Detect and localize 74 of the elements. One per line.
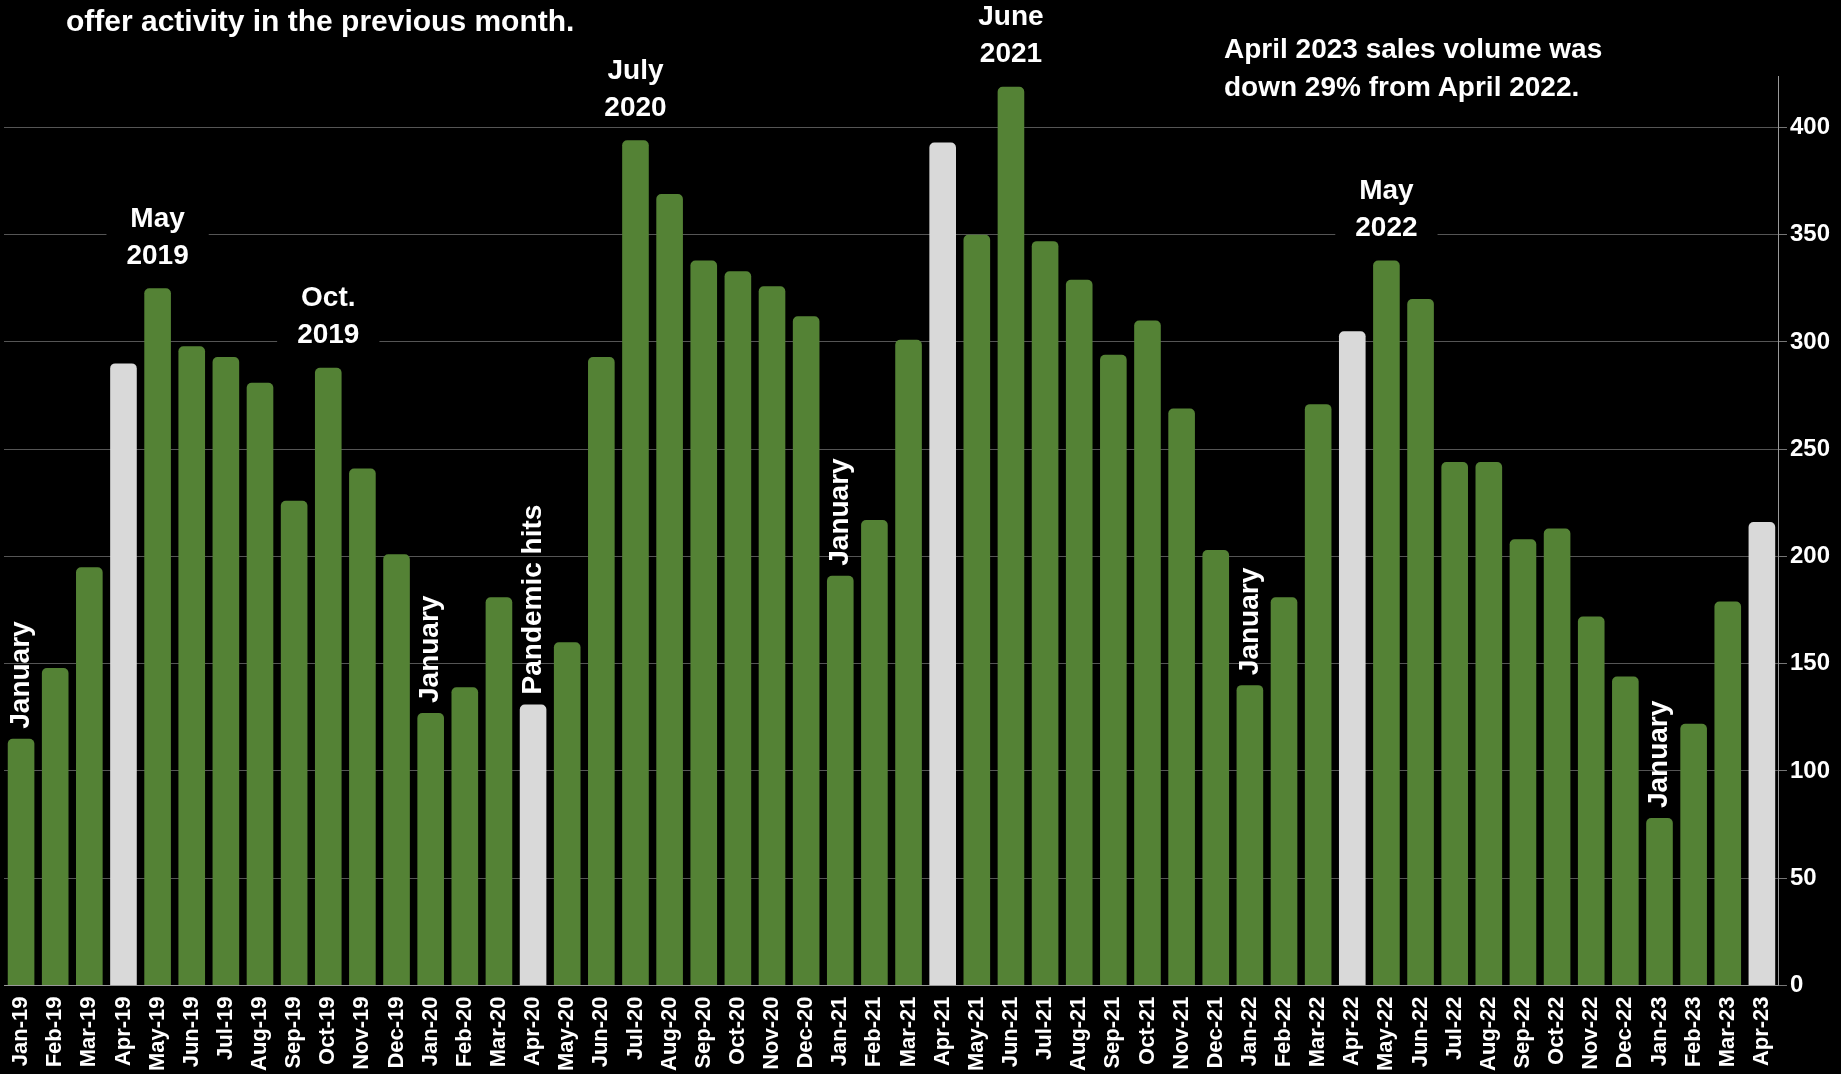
annotation: May 2022 xyxy=(1355,174,1418,243)
x-tick-label: Nov-21 xyxy=(1167,996,1193,1070)
x-tick-label: Nov-19 xyxy=(348,996,374,1070)
x-tick-label: Feb-22 xyxy=(1270,996,1296,1068)
x-tick-label: Apr-23 xyxy=(1747,996,1773,1067)
y-tick-label: 100 xyxy=(1789,755,1830,783)
y-tick-label: 350 xyxy=(1789,219,1830,247)
x-tick-label: Jul-20 xyxy=(621,996,647,1060)
x-tick-label: Apr-22 xyxy=(1338,996,1364,1067)
annotation: January xyxy=(1232,567,1264,676)
x-tick-label: Feb-20 xyxy=(450,996,476,1068)
x-tick-label: Jan-20 xyxy=(416,996,442,1067)
x-tick-label: Feb-23 xyxy=(1679,996,1705,1068)
x-tick-label: May-20 xyxy=(553,996,579,1071)
x-tick-label: Mar-20 xyxy=(485,996,510,1068)
y-tick-label: 0 xyxy=(1789,970,1804,998)
y-tick-label: 50 xyxy=(1789,862,1817,890)
x-tick-label: Dec-20 xyxy=(792,996,818,1069)
x-tick-label: Mar-23 xyxy=(1713,996,1739,1068)
y-tick-label: 400 xyxy=(1789,112,1830,140)
x-tick-label: Feb-21 xyxy=(860,996,886,1068)
annotation: January xyxy=(3,620,35,729)
x-tick-label: Oct-22 xyxy=(1543,996,1569,1065)
x-tick-label: May-19 xyxy=(143,996,169,1071)
x-tick-label: Sep-20 xyxy=(689,996,715,1069)
x-tick-label: Aug-21 xyxy=(1065,996,1091,1071)
x-tick-label: Dec-21 xyxy=(1201,996,1227,1069)
x-tick-label: Mar-21 xyxy=(894,996,920,1068)
annotation: Oct. 2019 xyxy=(297,281,360,350)
annotation: Pandemic hits xyxy=(515,504,547,695)
x-tick-label: Oct-19 xyxy=(314,996,340,1065)
y-tick-label: 300 xyxy=(1789,326,1830,354)
x-tick-label: Jun-19 xyxy=(177,996,203,1068)
x-tick-label: Jan-21 xyxy=(826,996,852,1067)
x-tick-label: Sep-19 xyxy=(280,996,306,1069)
x-tick-label: May-21 xyxy=(962,996,988,1071)
x-tick-label: Jul-19 xyxy=(211,996,237,1060)
x-tick-label: Dec-19 xyxy=(382,996,408,1069)
x-tick-label: Jul-21 xyxy=(1031,996,1057,1060)
x-tick-label: Oct-21 xyxy=(1133,996,1159,1065)
x-tick-label: Nov-20 xyxy=(758,996,784,1070)
chart-title: offer activity in the previous month. xyxy=(66,4,575,38)
x-tick-label: Mar-19 xyxy=(75,996,101,1068)
annotation: May 2019 xyxy=(126,202,189,271)
x-tick-label: Sep-21 xyxy=(1099,996,1125,1069)
x-tick-label: May-22 xyxy=(1372,996,1398,1071)
x-tick-label: Jun-21 xyxy=(997,996,1023,1068)
x-tick-label: Mar-22 xyxy=(1304,996,1330,1068)
x-tick-label: Apr-21 xyxy=(928,996,954,1067)
x-tick-label: Jan-22 xyxy=(1235,996,1261,1067)
y-tick-label: 250 xyxy=(1789,433,1830,461)
x-tick-label: Jun-22 xyxy=(1406,996,1432,1068)
x-tick-label: Apr-20 xyxy=(519,996,545,1067)
x-tick-label: Aug-19 xyxy=(246,996,272,1071)
x-tick-label: Jun-20 xyxy=(587,996,613,1068)
x-tick-label: Feb-19 xyxy=(41,996,67,1068)
annotation: January xyxy=(1642,700,1674,809)
annotation: January xyxy=(823,457,854,566)
x-tick-label: Jul-22 xyxy=(1440,996,1466,1060)
x-tick-label: Jan-23 xyxy=(1645,996,1671,1067)
y-tick-label: 150 xyxy=(1789,648,1830,676)
x-tick-label: Oct-20 xyxy=(723,996,749,1065)
x-tick-label: Dec-22 xyxy=(1611,996,1637,1069)
x-tick-label: Sep-22 xyxy=(1509,996,1535,1069)
annotation: July 2020 xyxy=(604,54,667,123)
annotation: April 2023 sales volume was down 29% from April 2022. xyxy=(1224,32,1603,104)
x-tick-label: Aug-22 xyxy=(1474,996,1500,1071)
annotation: June 2021 xyxy=(978,0,1044,69)
y-tick-label: 200 xyxy=(1789,541,1830,569)
x-tick-label: Aug-20 xyxy=(655,996,681,1071)
x-tick-label: Jan-19 xyxy=(7,996,33,1067)
x-tick-label: Nov-22 xyxy=(1577,996,1603,1070)
x-tick-label: Apr-19 xyxy=(109,996,135,1067)
annotation: January xyxy=(413,595,445,704)
